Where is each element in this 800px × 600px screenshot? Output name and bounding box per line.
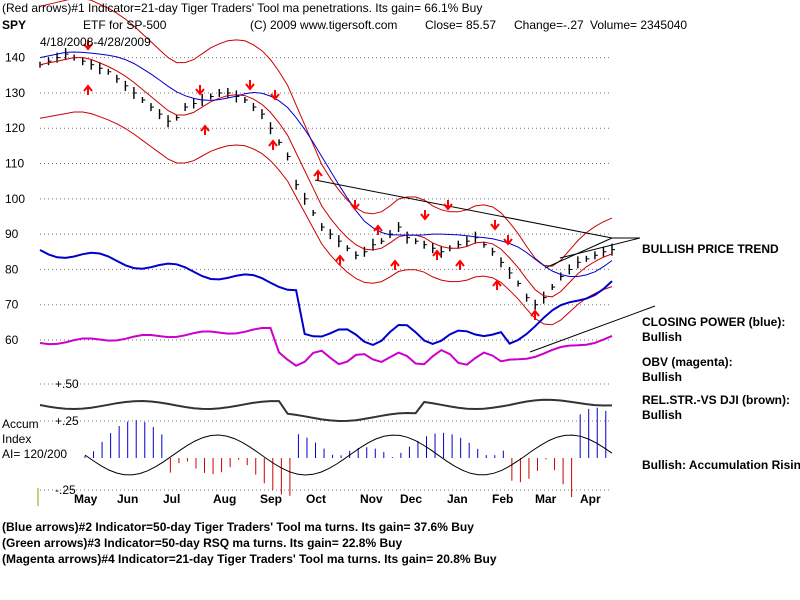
red-arrow-icon xyxy=(268,139,278,150)
ma21-line xyxy=(39,57,613,298)
accum-tick-label: -.25 xyxy=(55,483,76,497)
red-arrow-icon xyxy=(335,254,345,265)
header-line1: (Red arrows)#1 Indicator=21-day Tiger Tr… xyxy=(2,1,482,15)
red-arrow-icon xyxy=(195,85,205,96)
relstr-line xyxy=(39,398,613,423)
footer-line3: (Magenta arrows)#4 Indicator=21-day Tige… xyxy=(2,552,497,566)
cp-trendline xyxy=(529,305,656,353)
accum-tick-label: +.25 xyxy=(55,414,79,428)
month-label: Jul xyxy=(163,492,180,506)
red-arrow-icon xyxy=(270,90,280,101)
month-label: May xyxy=(74,492,98,506)
ma50-line xyxy=(39,51,613,277)
red-arrow-icon xyxy=(83,40,93,51)
change-value: Change=-.27 xyxy=(514,18,584,32)
month-label: Oct xyxy=(306,492,326,506)
red-arrow-icon xyxy=(350,200,360,211)
date-range: 4/18/2008-4/28/2009 xyxy=(40,35,151,49)
month-label: Jun xyxy=(117,492,138,506)
red-arrow-icon xyxy=(200,124,210,135)
month-label: Jan xyxy=(447,492,468,506)
red-arrow-icon xyxy=(492,279,502,290)
red-arrow-icon xyxy=(503,235,513,246)
obv-line xyxy=(39,327,613,367)
red-arrow-icon xyxy=(420,210,430,221)
price-tick-label: 130 xyxy=(5,86,25,100)
price-tick-label: 80 xyxy=(5,262,19,276)
red-arrow-icon xyxy=(455,259,465,270)
red-arrow-icon xyxy=(432,249,442,260)
price-tick-label: 110 xyxy=(5,157,24,171)
footer-line2: (Green arrows)#3 Indicator=50-day RSQ ma… xyxy=(2,536,403,550)
price-tick-label: 120 xyxy=(5,121,25,135)
resistance-trendline xyxy=(314,179,613,239)
month-label: Nov xyxy=(360,492,383,506)
month-label: Dec xyxy=(400,492,422,506)
footer-line1: (Blue arrows)#2 Indicator=50-day Tiger T… xyxy=(2,520,474,534)
red-arrow-icon xyxy=(490,220,500,231)
red-arrow-icon xyxy=(390,259,400,270)
closing-power-line xyxy=(39,249,613,346)
ticker: SPY xyxy=(2,18,26,32)
copyright: (C) 2009 www.tigersoft.com xyxy=(250,18,397,32)
price-tick-label: 100 xyxy=(5,192,25,206)
accum-tick-label: +.50 xyxy=(55,377,79,391)
upper-band xyxy=(39,0,613,267)
header-layer: (Red arrows)#1 Indicator=21-day Tiger Tr… xyxy=(2,1,687,49)
accum-ma-line xyxy=(84,434,613,476)
volume-value: Volume= 2345040 xyxy=(590,18,687,32)
red-arrow-icon xyxy=(245,80,255,91)
red-arrow-icon xyxy=(313,169,323,180)
month-label: Aug xyxy=(213,492,236,506)
month-label: Apr xyxy=(580,492,601,506)
price-tick-label: 90 xyxy=(5,227,19,241)
ticker-description: ETF for SP-500 xyxy=(83,18,167,32)
month-label: Mar xyxy=(535,492,557,506)
trend-extension-2 xyxy=(559,237,641,259)
close-value: Close= 85.57 xyxy=(425,18,496,32)
month-label: Feb xyxy=(492,492,513,506)
price-tick-label: 70 xyxy=(5,298,19,312)
red-arrow-icon xyxy=(373,224,383,235)
month-label: Sep xyxy=(260,492,282,506)
red-arrow-icon xyxy=(443,200,453,211)
price-tick-label: 60 xyxy=(5,333,19,347)
red-arrow-icon xyxy=(530,309,540,320)
red-arrow-icon xyxy=(83,84,93,95)
price-tick-label: 140 xyxy=(5,51,25,65)
lower-band xyxy=(39,111,613,326)
